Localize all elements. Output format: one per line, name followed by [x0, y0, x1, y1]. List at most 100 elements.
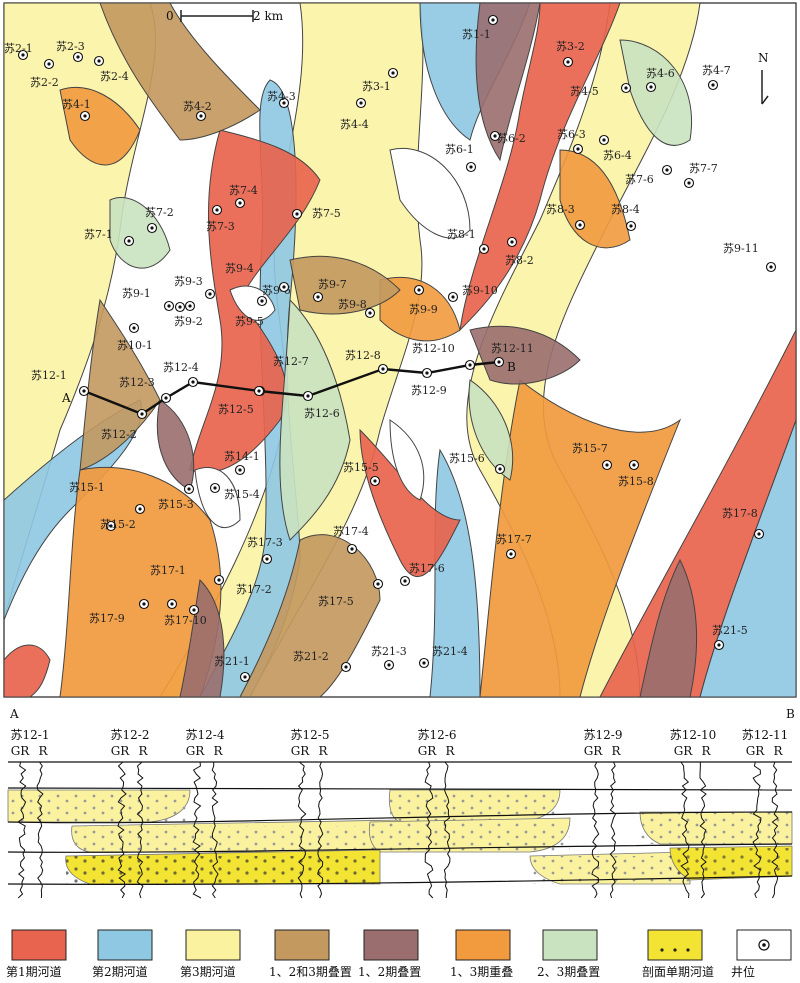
well-label: 苏6-3: [557, 128, 586, 141]
r-log-curve: [317, 761, 324, 899]
well-label: 苏15-4: [224, 488, 260, 501]
well-dot: [260, 299, 264, 303]
well-label: 苏12-9: [411, 384, 447, 397]
well-dot: [391, 71, 395, 75]
void-south2: [389, 419, 425, 501]
well-dot: [368, 311, 372, 315]
well-dot: [491, 18, 495, 22]
legend-item: 第2期河道: [92, 929, 153, 979]
well-label: 苏12-7: [273, 355, 309, 368]
legend-swatch: [11, 929, 67, 961]
well-8: 苏4-5: [570, 82, 632, 98]
well-dot: [282, 285, 286, 289]
section-headers: 苏12-1 GR R 苏12-2 GR R 苏12-4 GR R 苏12-5 GR R 苏12-6 GR R…: [11, 728, 789, 758]
well-23: 苏7-3: [206, 204, 235, 233]
well-label: 苏9-2: [174, 315, 203, 328]
gr-log-curve: [117, 761, 127, 899]
void-south: [194, 467, 241, 529]
well-72: 苏21-3: [371, 645, 407, 671]
well-dot: [243, 675, 247, 679]
well-dot: [215, 208, 219, 212]
r-log-curve: [36, 761, 44, 899]
legend-label: 1、2期叠置: [358, 965, 421, 979]
section-well-name: 苏12-9: [584, 728, 623, 742]
well-37: 苏9-9: [409, 284, 438, 316]
well-dot: [192, 608, 196, 612]
section-gr-label: GR: [418, 744, 438, 758]
well-4: 苏2-4: [93, 55, 129, 83]
well-3: 苏2-2: [30, 58, 59, 89]
well-dot: [510, 240, 514, 244]
profile-label-b: B: [507, 360, 516, 374]
legend-label: 井位: [731, 964, 755, 979]
section-r-label: R: [701, 744, 711, 758]
well-label: 苏12-5: [218, 403, 254, 416]
well-43: 苏12-8: [345, 349, 389, 375]
well-dot: [649, 85, 653, 89]
well-label: 苏17-5: [318, 595, 354, 608]
section-correlation-lines: [7, 761, 793, 885]
well-35: 苏9-1: [122, 287, 175, 312]
well-label: 苏15-5: [343, 461, 379, 474]
well-label: 苏6-4: [603, 149, 632, 162]
well-52: 苏15-7: [572, 442, 613, 471]
well-dot: [187, 487, 191, 491]
well-dot: [170, 602, 174, 606]
legend-item: 1、2期叠置: [358, 929, 421, 979]
legend-swatch: [274, 929, 330, 961]
well-label: 苏7-7: [689, 162, 718, 175]
overlap23-belt-east: [468, 379, 514, 481]
well-27: 苏8-1: [447, 228, 490, 255]
well-55: 苏15-8: [618, 459, 654, 488]
gr-log-curve: [424, 761, 434, 899]
well-label: 苏8-1: [447, 228, 476, 241]
well-70: 苏17-10: [164, 604, 207, 627]
well-label: 苏17-9: [89, 612, 125, 625]
r-log-curve: [443, 761, 451, 899]
well-16: 苏6-1: [445, 143, 477, 173]
well-dot: [150, 226, 154, 230]
well-61: 苏15-2: [100, 518, 136, 532]
well-label: 苏21-4: [432, 645, 468, 658]
r-log-curve: [771, 761, 779, 899]
well-5: 苏3-2: [556, 40, 585, 68]
well-34: 苏9-10: [447, 284, 498, 303]
well-label: 苏15-6: [449, 452, 485, 465]
legend-swatch: [97, 929, 153, 961]
section-gr-label: GR: [111, 744, 131, 758]
legend-item: 2、3期叠置: [537, 929, 600, 979]
well-dot: [757, 532, 761, 536]
well-19: 苏7-7: [683, 162, 718, 189]
well-label: 苏10-1: [117, 339, 153, 352]
section-well-name: 苏12-5: [291, 728, 330, 742]
well-dot: [109, 524, 113, 528]
well-41: 苏12-10: [412, 342, 476, 371]
section-sand-bodies: [7, 789, 793, 885]
well-65: 苏17-6: [399, 562, 445, 587]
well-22: 苏7-2: [145, 206, 174, 234]
legend-label: 第3期河道: [180, 965, 236, 979]
legend-swatch: [542, 929, 598, 961]
legend-label: 第1期河道: [6, 965, 62, 979]
well-dot: [344, 665, 348, 669]
well-21: 苏7-5: [291, 207, 341, 220]
well-24: 苏8-3: [546, 203, 586, 231]
well-dot: [717, 643, 721, 647]
well-dot: [665, 168, 669, 172]
well-label: 苏8-2: [505, 254, 534, 267]
well-39: 苏9-5: [235, 281, 290, 328]
well-40: 苏10-1: [117, 322, 153, 352]
section-well-header: 苏12-6 GR R: [418, 728, 457, 758]
overlap123-belt-north: [99, 3, 261, 141]
well-18: 苏7-6: [625, 164, 673, 186]
well-label: 苏9-10: [462, 284, 498, 297]
well-dot: [403, 579, 407, 583]
section-gr-label: GR: [584, 744, 604, 758]
void-north-center: [389, 148, 471, 239]
well-49: 苏12-6: [302, 390, 340, 420]
well-15: 苏6-3: [557, 128, 586, 155]
well-51: 苏12-2: [101, 408, 148, 441]
well-label: 苏4-3: [267, 90, 296, 103]
section-well-name: 苏12-1: [11, 728, 50, 742]
